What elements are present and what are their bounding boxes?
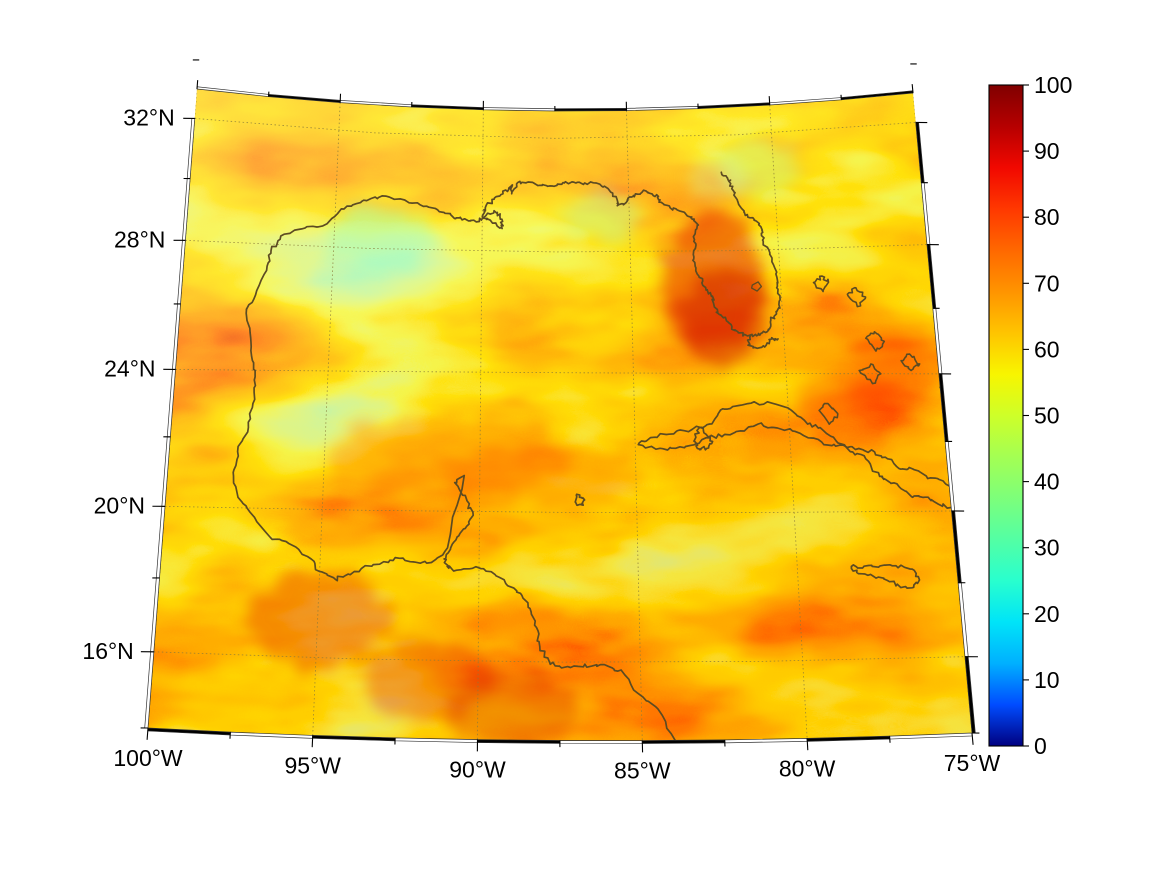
- svg-text:85°W: 85°W: [614, 758, 671, 784]
- svg-text:40: 40: [1034, 469, 1060, 495]
- svg-text:80°W: 80°W: [779, 755, 836, 781]
- svg-text:90: 90: [1034, 138, 1060, 164]
- svg-text:90°W: 90°W: [449, 757, 506, 783]
- svg-text:20: 20: [1034, 601, 1060, 627]
- svg-text:70: 70: [1034, 270, 1060, 296]
- svg-text:32°N: 32°N: [123, 104, 174, 130]
- svg-text:10: 10: [1034, 667, 1060, 693]
- svg-text:100°W: 100°W: [113, 745, 183, 771]
- svg-text:75°W: 75°W: [944, 750, 1001, 776]
- svg-text:50: 50: [1034, 403, 1060, 429]
- svg-text:95°W: 95°W: [284, 752, 341, 778]
- svg-text:24°N: 24°N: [104, 355, 155, 381]
- svg-text:20°N: 20°N: [94, 492, 145, 518]
- svg-text:30: 30: [1034, 535, 1060, 561]
- svg-text:100: 100: [1034, 72, 1072, 98]
- svg-text:0: 0: [1034, 733, 1047, 759]
- svg-text:60: 60: [1034, 336, 1060, 362]
- svg-text:80: 80: [1034, 204, 1060, 230]
- svg-text:16°N: 16°N: [82, 638, 133, 664]
- svg-text:28°N: 28°N: [114, 226, 165, 252]
